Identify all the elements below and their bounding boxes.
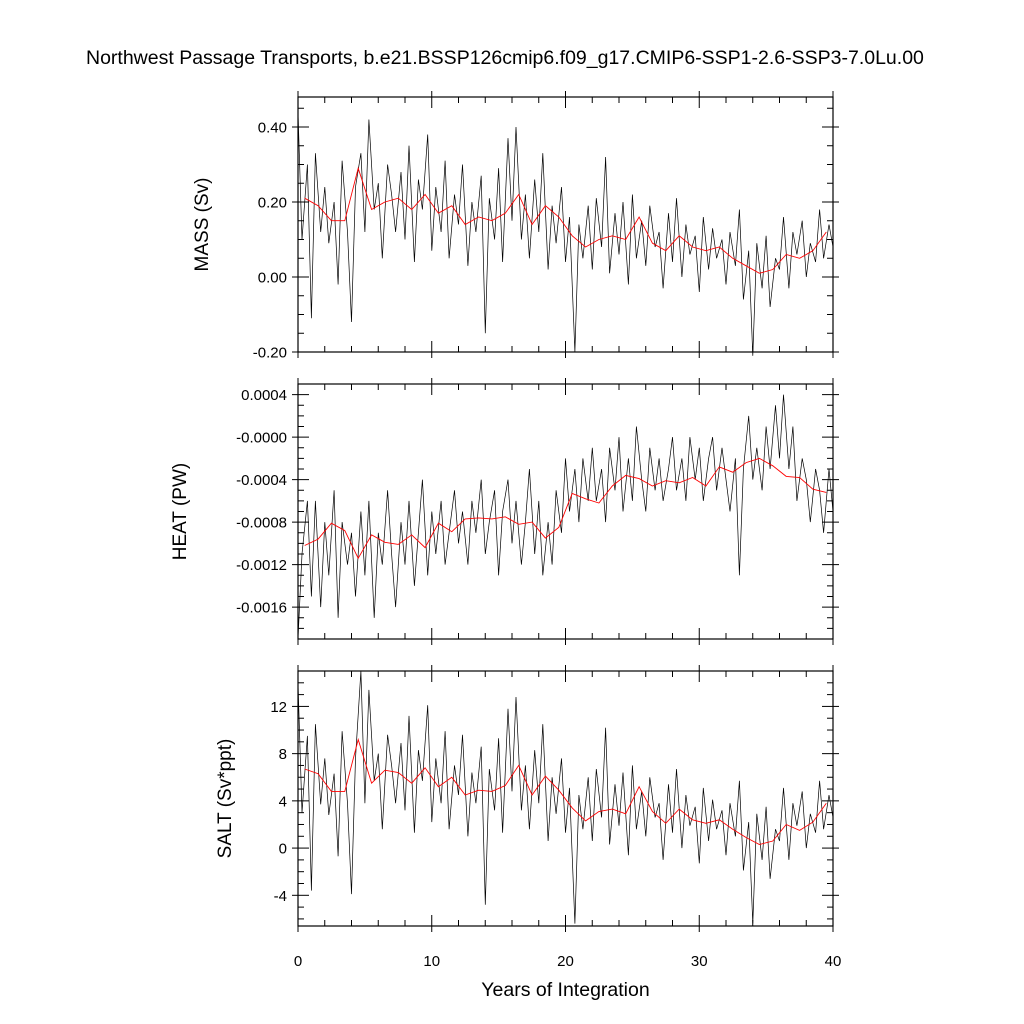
y-tick-label: -4 bbox=[274, 888, 287, 905]
x-tick-label: 0 bbox=[294, 953, 302, 970]
y-tick-label: -0.0008 bbox=[236, 515, 287, 532]
y-tick-label: 0.40 bbox=[258, 120, 287, 137]
y-tick-label: 4 bbox=[279, 793, 287, 810]
y-tick-label: 0.0004 bbox=[241, 387, 287, 404]
y-axis-label: MASS (Sv) bbox=[192, 178, 213, 272]
panel-1: -0.20 0.00 0.20 0.40 MASS (Sv) bbox=[192, 91, 839, 362]
panel-2: -0.0016 -0.0012 -0.0008 -0.0004 -0.0000 0.000… bbox=[170, 378, 839, 645]
annual-series-line bbox=[304, 457, 827, 560]
plot-frame bbox=[297, 96, 834, 353]
monthly-series-line bbox=[297, 111, 834, 356]
y-tick-label: -0.0004 bbox=[236, 472, 287, 489]
y-tick-label: 0 bbox=[279, 841, 287, 858]
x-tick-label: 10 bbox=[423, 953, 440, 970]
x-tick-label: 40 bbox=[825, 953, 842, 970]
y-tick-label: 0.20 bbox=[258, 195, 287, 212]
y-tick-label: -0.0000 bbox=[236, 430, 287, 447]
monthly-series-line bbox=[297, 394, 834, 640]
y-axis-label: SALT (Sv*ppt) bbox=[215, 739, 236, 859]
y-tick-label: 12 bbox=[270, 699, 287, 716]
annual-series-line bbox=[304, 737, 827, 845]
x-tick-label: 30 bbox=[691, 953, 708, 970]
annual-series-line bbox=[304, 166, 827, 274]
y-tick-label: -0.0012 bbox=[236, 557, 287, 574]
x-axis-label: Years of Integration bbox=[481, 979, 649, 1001]
y-tick-label: -0.0016 bbox=[236, 600, 287, 617]
y-axis-label: HEAT (PW) bbox=[170, 463, 191, 560]
chart-title: Northwest Passage Transports, b.e21.BSSP… bbox=[86, 47, 924, 69]
y-tick-label: -0.20 bbox=[253, 345, 287, 362]
y-tick-label: 8 bbox=[279, 746, 287, 763]
panel-3: -4 0 4 8 12 SALT (Sv*ppt) 0 10 20 30 40 Years of In… bbox=[215, 665, 841, 1001]
y-tick-label: 0.00 bbox=[258, 270, 287, 287]
monthly-series-line bbox=[297, 670, 834, 924]
x-tick-label: 20 bbox=[557, 953, 574, 970]
